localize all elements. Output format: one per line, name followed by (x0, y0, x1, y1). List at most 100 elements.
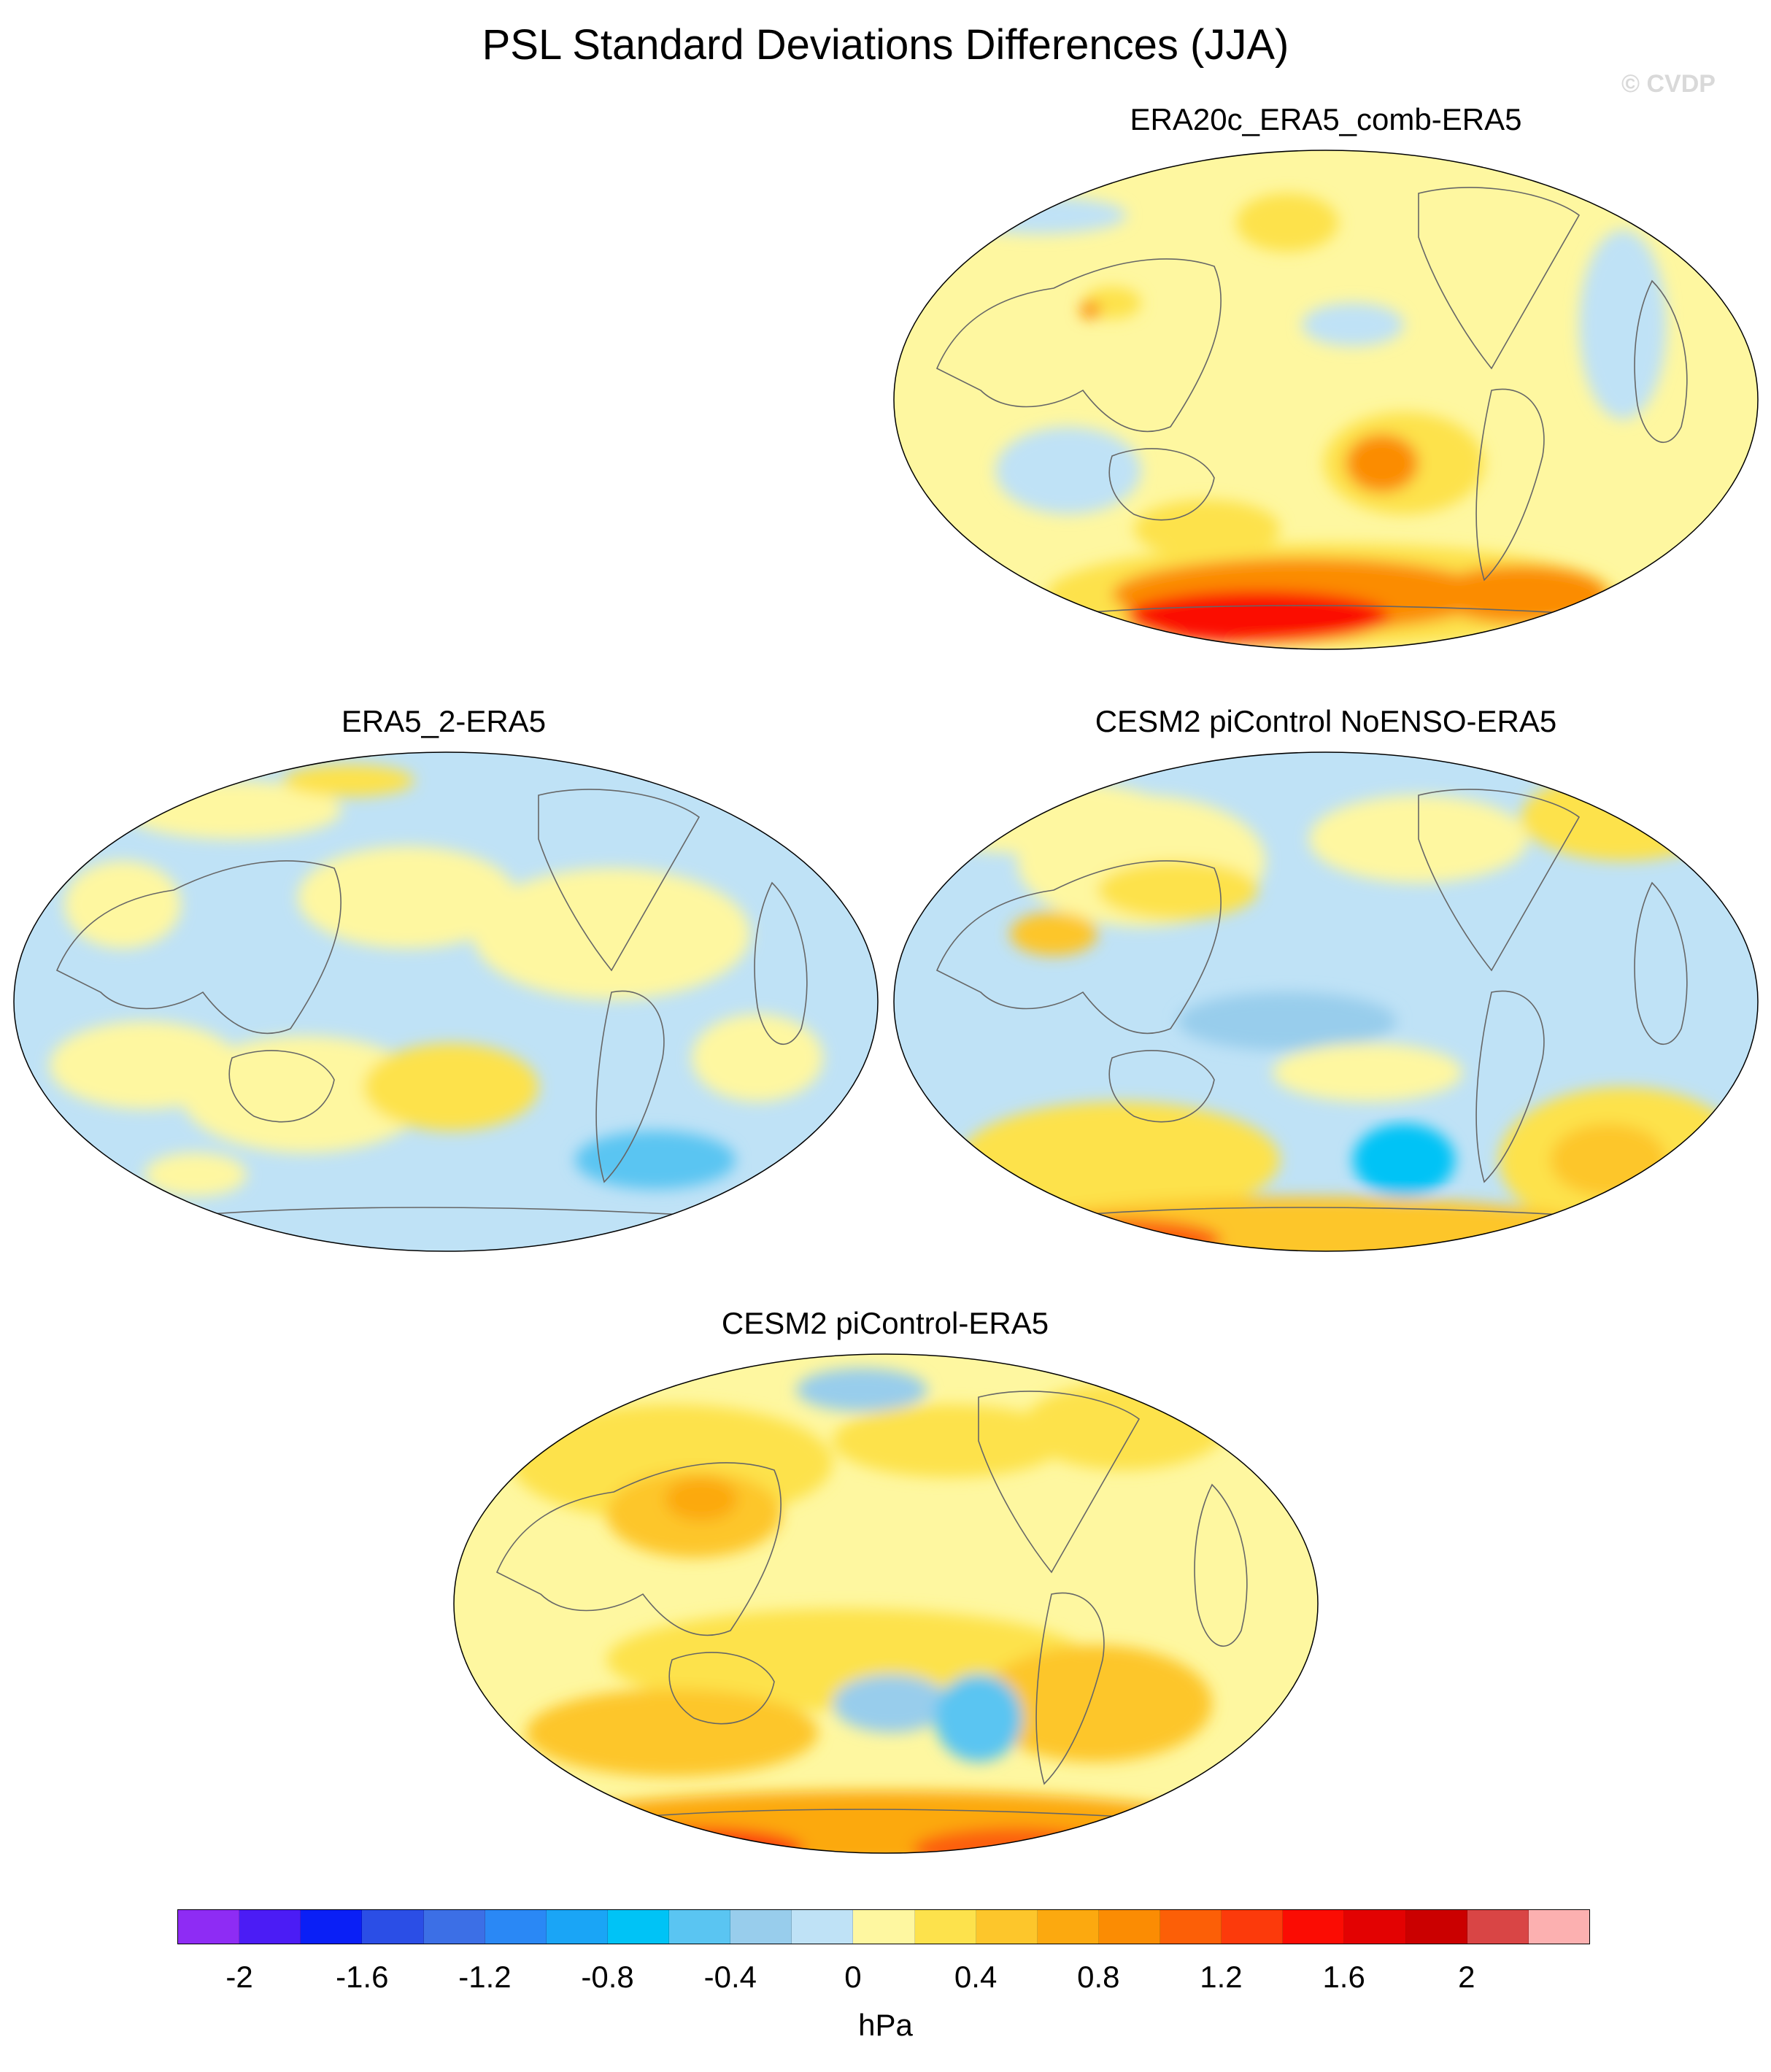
colorbar-box (1344, 1910, 1406, 1944)
panel-title-cesm2-noenso: CESM2 piControl NoENSO-ERA5 (1095, 704, 1557, 738)
colorbar-box (1037, 1910, 1099, 1944)
field-anomaly (1097, 861, 1258, 919)
field-anomaly (952, 196, 1127, 234)
field-anomaly (995, 427, 1141, 514)
field-anomaly (833, 1674, 949, 1733)
coastline (1634, 881, 1688, 1045)
colorbar-box (546, 1910, 608, 1944)
coastline (495, 1462, 782, 1636)
coastlines (55, 789, 808, 1219)
coastline (598, 1809, 1184, 1821)
field-anomaly (1302, 303, 1404, 347)
field-anomaly (1521, 773, 1725, 861)
coastline (595, 990, 665, 1183)
field-anomaly (1353, 1124, 1455, 1197)
coastline (935, 258, 1222, 433)
field-anomaly (1579, 230, 1667, 420)
colorbar-tick-label: -1.2 (458, 1960, 512, 1994)
colorbar-box (1222, 1910, 1284, 1944)
field-anomaly (913, 1828, 1117, 1853)
map-border (13, 751, 879, 1252)
coastline (55, 860, 342, 1035)
colorbar (177, 1909, 1590, 1944)
coastline (668, 1652, 775, 1725)
field-anomaly (1550, 1124, 1667, 1197)
map-border (453, 1353, 1319, 1854)
field-anomaly (1273, 1043, 1462, 1102)
coastline (1418, 187, 1581, 370)
coastline (935, 860, 1222, 1035)
coastline (1475, 388, 1545, 581)
field-anomaly (298, 846, 517, 948)
field-anomaly (665, 1477, 738, 1521)
field-anomaly (575, 1131, 736, 1189)
map-cesm2-picontrol (453, 1353, 1319, 1854)
coastline (1108, 1050, 1215, 1123)
colorbar-box (1405, 1910, 1467, 1944)
colorbar-box (730, 1910, 792, 1944)
field-anomaly (935, 1674, 1022, 1762)
colorbar-box (669, 1910, 731, 1944)
coastlines (495, 1391, 1248, 1821)
colorbar-tick-label: 1.2 (1200, 1960, 1243, 1994)
colorbar-box (792, 1910, 854, 1944)
panel-title-era5-2: ERA5_2-ERA5 (341, 704, 547, 738)
coastline (1418, 789, 1581, 972)
coastline (1035, 1592, 1105, 1785)
field-anomaly (1134, 500, 1280, 558)
coastline (538, 789, 701, 972)
colorbar-box (1160, 1910, 1222, 1944)
colorbar-tick-label: 0.8 (1077, 1960, 1120, 1994)
colorbar-tick-label: -0.4 (703, 1960, 757, 1994)
map-border (893, 751, 1759, 1252)
colorbar-box (1467, 1910, 1529, 1944)
coastline (1194, 1483, 1248, 1647)
field-anomaly (283, 765, 414, 797)
field-anomaly (473, 868, 750, 1000)
colorbar-tick-label: -0.8 (581, 1960, 634, 1994)
map-cesm2-noenso (893, 751, 1759, 1252)
panel-title-era20c: ERA20c_ERA5_comb-ERA5 (1130, 102, 1522, 136)
colorbar-box (976, 1910, 1038, 1944)
field-anomaly (796, 1368, 927, 1412)
colorbar-box (853, 1910, 915, 1944)
field-anomaly (363, 1043, 539, 1131)
colorbar-box (1528, 1910, 1589, 1944)
coastline (1038, 1207, 1624, 1219)
coastline (1038, 605, 1624, 617)
coastlines (935, 187, 1688, 617)
field-anomaly (1178, 992, 1397, 1051)
colorbar-tick-label: -1.6 (336, 1960, 389, 1994)
field-anomaly (995, 1197, 1608, 1251)
coastlines (935, 789, 1688, 1219)
field-anomaly (1127, 590, 1389, 643)
map-era20c (893, 150, 1759, 650)
colorbar-box (1283, 1910, 1345, 1944)
coastline (754, 881, 808, 1045)
colorbar-box (178, 1910, 240, 1944)
colorbar-box (362, 1910, 424, 1944)
colorbar-box (423, 1910, 485, 1944)
coastline (1634, 279, 1688, 443)
field-anomaly (692, 1014, 823, 1102)
colorbar-tick-label: 0.4 (954, 1960, 998, 1994)
field-anomaly (584, 1828, 803, 1853)
map-era5-2 (13, 751, 879, 1252)
field-anomaly (1080, 301, 1100, 319)
field-anomaly (181, 1036, 429, 1153)
field-anomaly (1433, 565, 1608, 624)
field-anomaly (833, 1404, 1066, 1477)
coastline (158, 1207, 744, 1219)
coastline (1475, 990, 1545, 1183)
colorbar-box (914, 1910, 976, 1944)
figure-title: PSL Standard Deviations Differences (JJA… (482, 21, 1289, 69)
watermark: © CVDP (1621, 70, 1716, 98)
field-anomaly (1003, 1218, 1222, 1251)
field-anomaly (1010, 912, 1097, 956)
colorbar-tick-label: 2 (1458, 1960, 1475, 1994)
field-anomaly (1236, 193, 1338, 252)
coastline (978, 1391, 1141, 1574)
colorbar-tick-label: 1.6 (1322, 1960, 1365, 1994)
colorbar-box (1098, 1910, 1160, 1944)
colorbar-units: hPa (858, 2008, 913, 2042)
